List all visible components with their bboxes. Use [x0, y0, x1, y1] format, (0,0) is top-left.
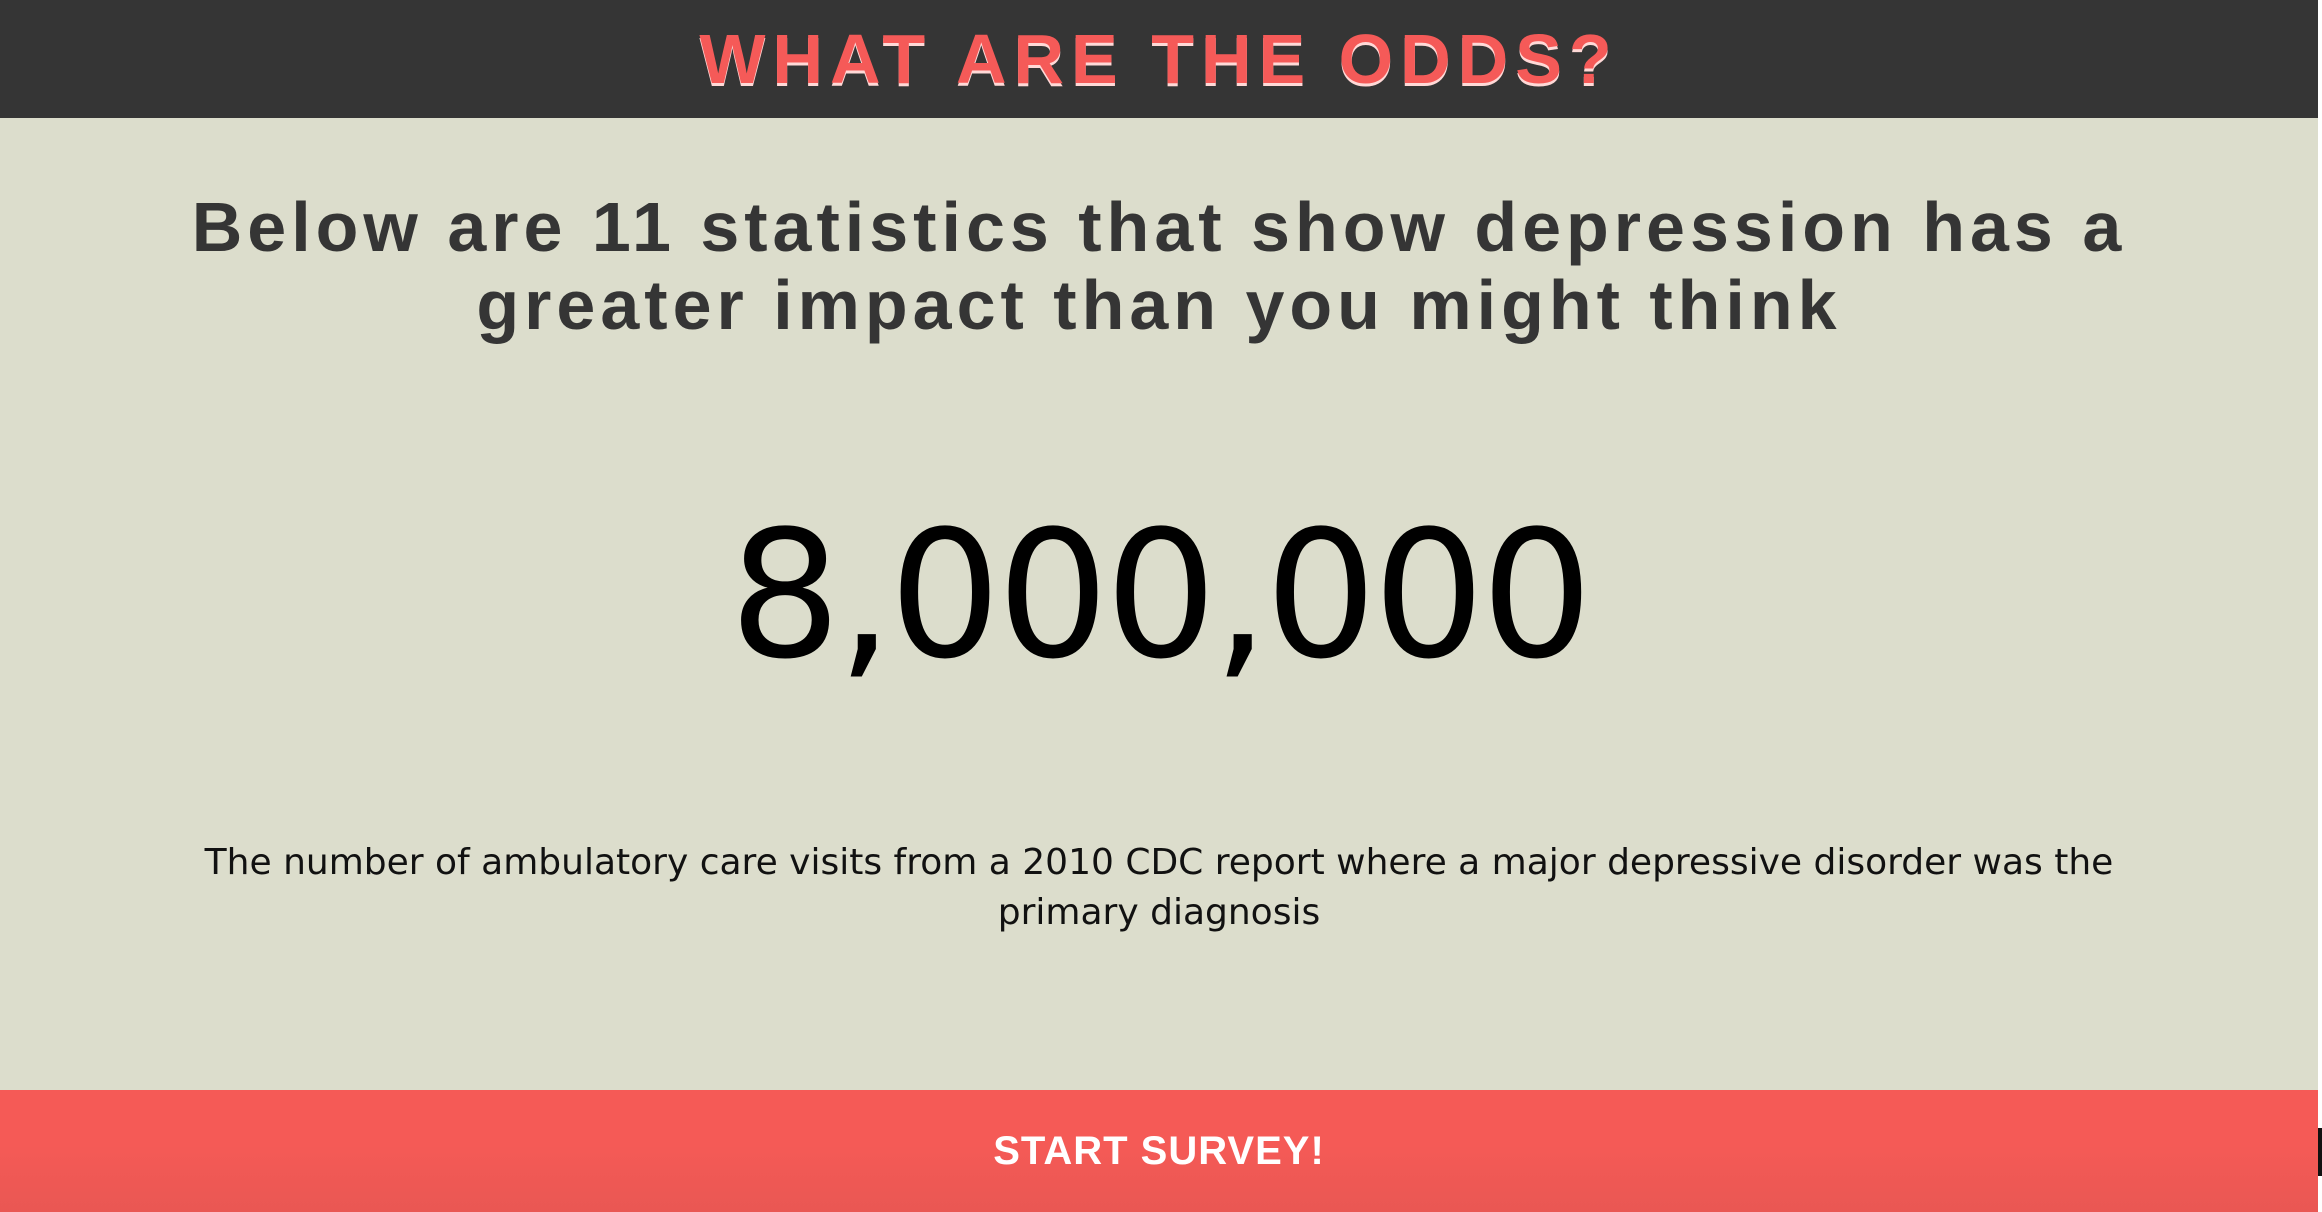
page-right-edge	[2318, 0, 2322, 1212]
site-header: WHAT ARE THE ODDS?	[0, 0, 2318, 118]
statistics-content: Below are 11 statistics that show depres…	[0, 118, 2318, 1090]
statistic-value: 8,000,000	[729, 493, 1593, 698]
start-survey-button[interactable]: START SURVEY!	[0, 1090, 2318, 1212]
site-title: WHAT ARE THE ODDS?	[699, 20, 1619, 98]
statistic-caption: The number of ambulatory care visits fro…	[204, 842, 2114, 933]
intro-heading: Below are 11 statistics that show depres…	[191, 188, 2127, 344]
scrollbar-fragment	[2318, 1128, 2322, 1176]
